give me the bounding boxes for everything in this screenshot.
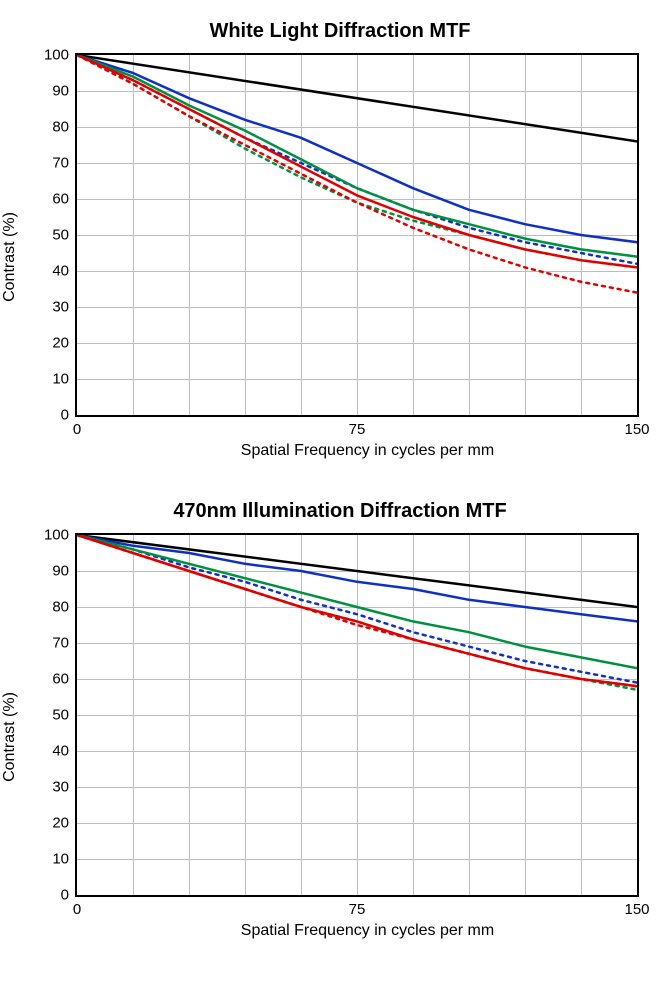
series-green-solid <box>77 535 637 668</box>
x-tick-label: 0 <box>73 415 81 438</box>
y-tick-label: 0 <box>29 407 77 424</box>
chart-body: Contrast (%)0102030405060708090100075150… <box>20 533 660 940</box>
y-tick-label: 10 <box>29 851 77 868</box>
x-axis-label: Spatial Frequency in cycles per mm <box>75 922 660 940</box>
y-tick-label: 100 <box>29 47 77 64</box>
x-tick-label: 150 <box>624 415 649 438</box>
x-tick-label: 75 <box>349 415 366 438</box>
y-tick-label: 10 <box>29 371 77 388</box>
y-tick-label: 90 <box>29 83 77 100</box>
plot-area: 0102030405060708090100075150 <box>75 53 639 417</box>
x-tick-label: 0 <box>73 895 81 918</box>
y-tick-label: 30 <box>29 779 77 796</box>
y-tick-label: 0 <box>29 887 77 904</box>
chart-lines <box>77 55 637 415</box>
series-diffraction-limit <box>77 535 637 607</box>
series-blue-solid <box>77 535 637 621</box>
series-blue-solid <box>77 55 637 242</box>
x-tick-label: 75 <box>349 895 366 918</box>
y-tick-label: 80 <box>29 599 77 616</box>
y-axis-label: Contrast (%) <box>1 212 19 302</box>
y-tick-label: 50 <box>29 707 77 724</box>
y-tick-label: 60 <box>29 191 77 208</box>
y-tick-label: 80 <box>29 119 77 136</box>
y-tick-label: 50 <box>29 227 77 244</box>
y-tick-label: 70 <box>29 635 77 652</box>
chart-title: White Light Diffraction MTF <box>20 20 660 43</box>
chart-lines <box>77 535 637 895</box>
x-axis-label: Spatial Frequency in cycles per mm <box>75 442 660 460</box>
y-tick-label: 90 <box>29 563 77 580</box>
y-tick-label: 20 <box>29 815 77 832</box>
chart-0: White Light Diffraction MTFContrast (%)0… <box>20 20 660 460</box>
y-axis-label: Contrast (%) <box>1 692 19 782</box>
chart-1: 470nm Illumination Diffraction MTFContra… <box>20 500 660 940</box>
plot-area: 0102030405060708090100075150 <box>75 533 639 897</box>
y-tick-label: 70 <box>29 155 77 172</box>
chart-body: Contrast (%)0102030405060708090100075150… <box>20 53 660 460</box>
y-tick-label: 100 <box>29 527 77 544</box>
y-tick-label: 60 <box>29 671 77 688</box>
series-diffraction-limit <box>77 55 637 141</box>
chart-title: 470nm Illumination Diffraction MTF <box>20 500 660 523</box>
y-tick-label: 20 <box>29 335 77 352</box>
y-tick-label: 40 <box>29 743 77 760</box>
y-tick-label: 30 <box>29 299 77 316</box>
x-tick-label: 150 <box>624 895 649 918</box>
y-tick-label: 40 <box>29 263 77 280</box>
